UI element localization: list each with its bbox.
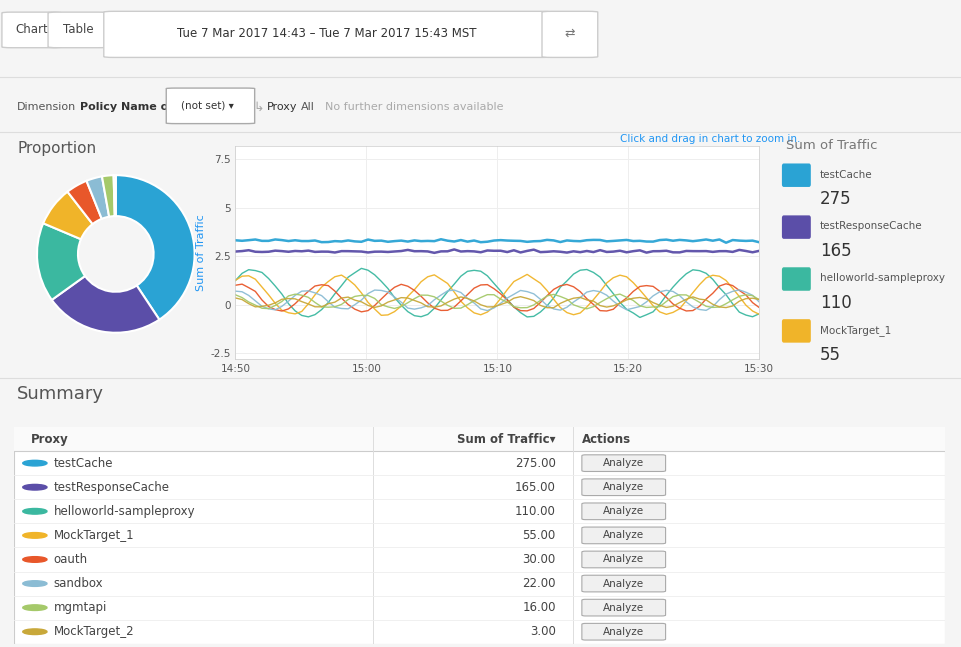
Wedge shape [37,223,86,300]
Text: Analyze: Analyze [604,507,644,516]
FancyBboxPatch shape [782,319,811,343]
Wedge shape [102,175,114,217]
Circle shape [23,460,47,466]
Text: Analyze: Analyze [604,578,644,589]
Text: 275.00: 275.00 [515,457,555,470]
Text: testCache: testCache [54,457,113,470]
Text: Sum of Traffic: Sum of Traffic [785,138,877,152]
Text: 30.00: 30.00 [523,553,555,566]
Circle shape [23,485,47,490]
FancyBboxPatch shape [542,11,598,58]
Wedge shape [43,192,92,239]
FancyBboxPatch shape [782,164,811,187]
Text: Analyze: Analyze [604,482,644,492]
Text: Table: Table [62,23,93,36]
Text: 165.00: 165.00 [515,481,555,494]
Text: 110.00: 110.00 [515,505,555,518]
Text: 55: 55 [820,346,841,364]
Text: Actions: Actions [581,433,631,446]
Text: Analyze: Analyze [604,531,644,540]
Text: mgmtapi: mgmtapi [54,601,107,614]
Circle shape [23,556,47,562]
Text: All: All [301,102,314,112]
Text: helloworld-sampleproxy: helloworld-sampleproxy [820,274,945,283]
Text: Proxy: Proxy [267,102,298,112]
Text: 110: 110 [820,294,851,312]
FancyBboxPatch shape [104,11,551,58]
Text: MockTarget_2: MockTarget_2 [54,625,135,638]
Wedge shape [86,177,110,219]
Text: Click and drag in chart to zoom in.: Click and drag in chart to zoom in. [620,134,801,144]
Text: Policy Name on Error: Policy Name on Error [80,102,211,112]
Text: testResponseCache: testResponseCache [54,481,169,494]
Y-axis label: Sum of Traffic: Sum of Traffic [196,214,206,291]
Text: (not set) ▾: (not set) ▾ [181,100,234,111]
Text: 275: 275 [820,190,851,208]
FancyBboxPatch shape [2,12,62,48]
Text: Dimension: Dimension [17,102,77,112]
Wedge shape [113,175,116,216]
Text: Proportion: Proportion [17,141,96,156]
Text: testCache: testCache [820,170,873,180]
Text: oauth: oauth [54,553,87,566]
FancyBboxPatch shape [581,599,666,616]
Text: sandbox: sandbox [54,577,103,590]
Text: 16.00: 16.00 [523,601,555,614]
Wedge shape [67,181,102,224]
Text: 165: 165 [820,242,851,260]
Text: 3.00: 3.00 [530,625,555,638]
FancyBboxPatch shape [581,455,666,472]
Text: MockTarget_1: MockTarget_1 [54,529,135,542]
FancyBboxPatch shape [782,215,811,239]
Text: Analyze: Analyze [604,627,644,637]
Text: Analyze: Analyze [604,554,644,564]
Text: MockTarget_1: MockTarget_1 [820,325,891,336]
Text: Chart: Chart [15,23,48,36]
Wedge shape [115,175,194,320]
Text: Analyze: Analyze [604,602,644,613]
FancyBboxPatch shape [48,12,108,48]
Text: Analyze: Analyze [604,458,644,468]
FancyBboxPatch shape [581,551,666,568]
FancyBboxPatch shape [581,527,666,543]
FancyBboxPatch shape [581,503,666,520]
FancyBboxPatch shape [581,575,666,592]
Text: Sum of Traffic▾: Sum of Traffic▾ [457,433,555,446]
Text: Tue 7 Mar 2017 14:43 – Tue 7 Mar 2017 15:43 MST: Tue 7 Mar 2017 14:43 – Tue 7 Mar 2017 15… [177,27,477,40]
Circle shape [23,605,47,611]
Circle shape [23,581,47,586]
FancyBboxPatch shape [14,427,945,644]
FancyBboxPatch shape [581,624,666,640]
FancyBboxPatch shape [581,479,666,496]
Circle shape [23,629,47,635]
Text: 55.00: 55.00 [523,529,555,542]
Wedge shape [52,276,160,333]
Text: Summary: Summary [17,385,105,403]
Text: No further dimensions available: No further dimensions available [325,102,504,112]
Text: ↳: ↳ [254,101,264,114]
Circle shape [23,532,47,538]
Circle shape [23,509,47,514]
Text: Proxy: Proxy [31,433,69,446]
Text: helloworld-sampleproxy: helloworld-sampleproxy [54,505,195,518]
Text: ⇄: ⇄ [565,27,575,40]
Text: 22.00: 22.00 [523,577,555,590]
FancyBboxPatch shape [14,427,945,451]
FancyBboxPatch shape [782,267,811,291]
Text: testResponseCache: testResponseCache [820,221,923,232]
FancyBboxPatch shape [166,88,255,124]
